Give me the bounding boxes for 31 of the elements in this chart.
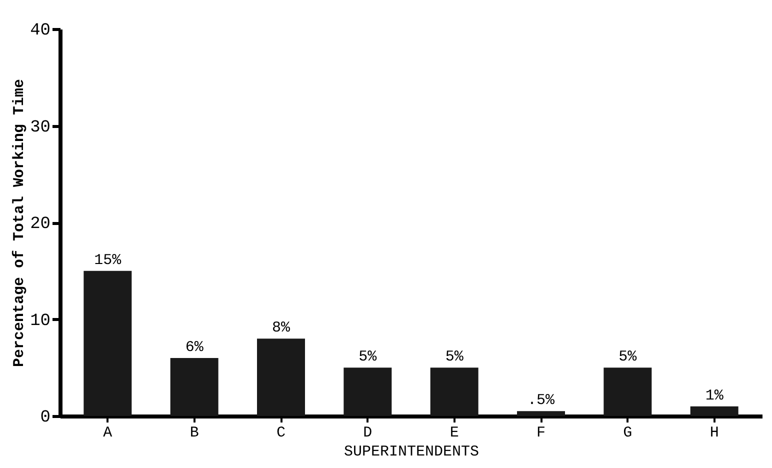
x-tick-label: A bbox=[103, 424, 112, 442]
data-label: 5% bbox=[618, 348, 638, 366]
y-tick-label: 30 bbox=[30, 118, 50, 138]
x-tick-label: F bbox=[536, 424, 546, 442]
data-label: 5% bbox=[358, 348, 378, 366]
y-tick-label: 20 bbox=[30, 215, 50, 234]
bar bbox=[690, 406, 738, 416]
data-label: 8% bbox=[272, 320, 291, 337]
y-axis-title: Percentage of Total Working Time bbox=[11, 78, 28, 368]
x-tick-label: E bbox=[450, 424, 459, 442]
data-label: 6% bbox=[185, 338, 204, 356]
y-tick-label: 10 bbox=[30, 312, 50, 331]
y-tick-label: 40 bbox=[30, 22, 50, 40]
data-label: .5% bbox=[527, 392, 556, 410]
bar bbox=[604, 368, 652, 416]
bar bbox=[170, 358, 218, 416]
bar bbox=[84, 270, 132, 416]
x-tick-label: D bbox=[363, 424, 372, 442]
x-tick-label: G bbox=[623, 424, 632, 442]
bar bbox=[430, 368, 478, 416]
data-label: 5% bbox=[445, 348, 464, 366]
data-label: 15% bbox=[94, 252, 122, 269]
bar bbox=[517, 411, 565, 416]
y-tick-label: 0 bbox=[40, 408, 50, 428]
x-axis-title: SUPERINTENDENTS bbox=[344, 444, 480, 460]
x-tick-label: B bbox=[190, 424, 199, 442]
bar bbox=[257, 338, 305, 416]
x-tick-label: H bbox=[710, 424, 719, 442]
data-label: 1% bbox=[705, 387, 724, 404]
bar bbox=[344, 368, 392, 416]
x-tick-label: C bbox=[276, 424, 286, 442]
